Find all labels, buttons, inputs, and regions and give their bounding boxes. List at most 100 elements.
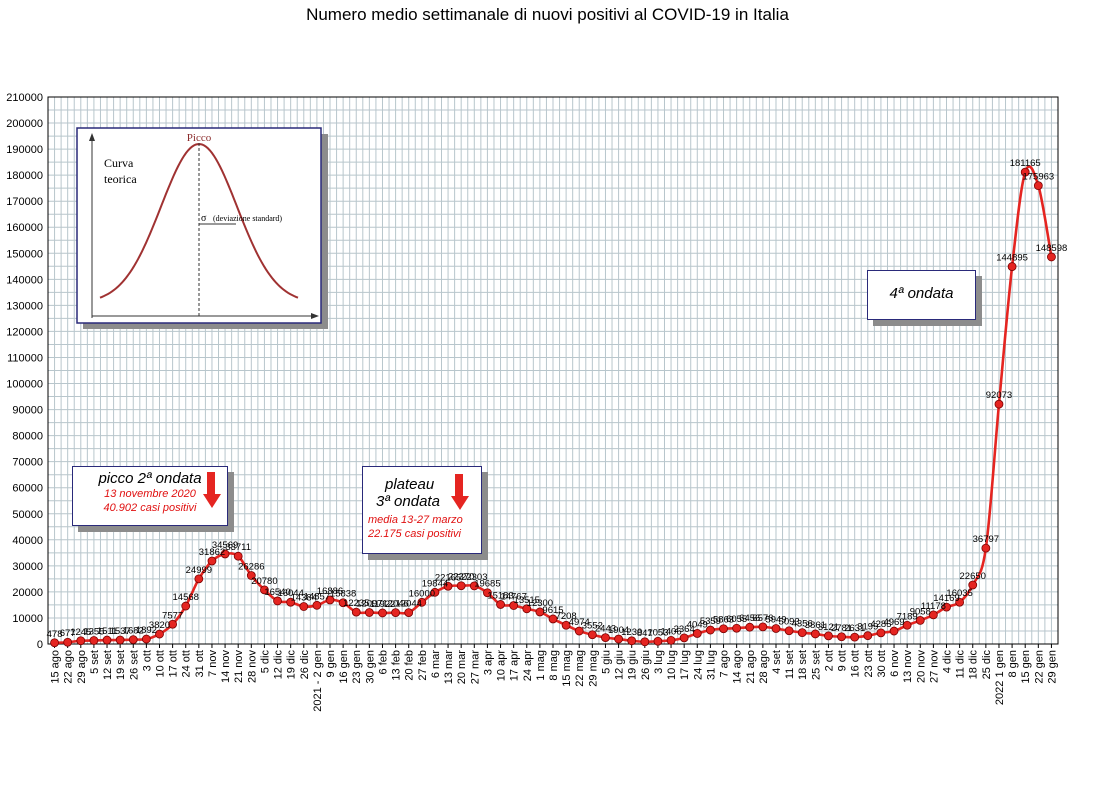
data-point [653,636,663,646]
data-point [640,637,650,647]
data-point [286,597,296,607]
data-label: 1406 [660,626,681,637]
inset-x-arrow [311,313,319,319]
data-point [76,636,86,646]
y-tick-label: 60000 [12,483,43,495]
data-point [443,581,453,591]
data-label: 11922 [370,599,396,610]
x-tick-label: 21 nov [233,650,245,684]
data-point [915,616,925,625]
data-label: 2443 [595,624,616,635]
y-tick-label: 100000 [6,379,43,391]
data-label: 19685 [474,579,500,590]
data-point [627,636,637,646]
annotation-plateau-3rd-wave: plateau 3ª ondata media 13-27 marzo 22.1… [362,466,482,554]
data-point [928,610,938,620]
data-point [325,595,335,605]
data-point [378,608,387,618]
x-tick-label: 12 dic [273,650,285,680]
data-label: 1892 [136,625,157,636]
x-tick-label: 26 giu [640,650,652,680]
x-tick-label: 13 nov [902,650,914,684]
x-tick-label: 14 ago [732,650,744,684]
x-tick-label: 8 mag [548,650,560,681]
data-label: 11178 [921,601,946,612]
x-tick-label: 19 dic [286,650,298,680]
x-tick-label: 19 set [115,650,127,680]
data-label: 14169 [933,593,959,604]
data-point [1047,252,1056,262]
x-tick-label: 10 apr [496,650,508,682]
y-tick-label: 140000 [6,274,43,286]
data-label: 175963 [1022,172,1054,183]
data-label: 148598 [1036,243,1068,254]
data-point [994,399,1004,409]
x-tick-label: 5 giu [600,650,612,674]
data-label: 1245 [70,627,91,638]
data-label: 92073 [986,390,1012,401]
y-tick-label: 20000 [12,587,43,599]
data-label: 22370 [448,572,474,583]
data-label: 4356 [792,619,813,630]
x-tick-label: 31 ott [194,650,206,678]
data-point [837,632,846,642]
data-point [233,551,243,561]
data-point [1007,262,1017,271]
data-label: 24999 [186,565,212,576]
data-point [194,574,204,584]
annotation-wave4-head: 4ª ondata [889,285,954,302]
data-point [364,608,374,617]
x-tick-label: 9 gen [325,650,337,678]
data-point [417,597,427,607]
data-label: 14384 [291,593,317,604]
x-tick-label: 3 apr [482,650,494,675]
x-tick-label: 17 lug [679,650,691,680]
inset-curve-label-2: teorica [104,172,137,186]
annotation-peak-2nd-wave: picco 2ª ondata 13 novembre 2020 40.902 … [72,466,228,526]
data-point [955,597,965,607]
y-tick-label: 90000 [12,405,43,417]
data-point [614,634,623,644]
y-tick-label: 200000 [6,118,43,130]
data-label: 14767 [500,592,526,603]
data-label: 1230 [621,627,642,638]
y-tick-label: 40000 [12,535,43,547]
x-tick-label: 26 set [128,650,140,680]
data-point [141,634,151,644]
inset-sigma-symbol: σ [201,213,207,224]
data-label: 144895 [996,253,1028,264]
chart-title: Numero medio settimanale di nuovi positi… [306,5,789,24]
inset-curve-label-1: Curva [104,156,134,170]
annotation-4th-wave: 4ª ondata [867,270,976,320]
data-label: 13515 [514,595,540,606]
x-tick-label: 18 set [797,650,809,680]
data-label: 16540 [264,587,290,598]
x-tick-label: 24 ott [181,650,193,678]
y-tick-label: 150000 [6,248,43,260]
data-point [312,600,322,610]
data-label: 7577 [162,610,183,621]
data-label: 4974 [569,617,590,628]
x-tick-label: 13 mar [443,650,455,685]
data-point [535,607,545,617]
data-label: 181165 [1010,158,1041,169]
data-label: 7189 [897,611,918,622]
y-tick-label: 130000 [6,300,43,312]
x-tick-label: 18 dic [968,650,980,680]
data-label: 36797 [973,534,999,545]
data-label: 16035 [946,588,972,599]
data-point [63,637,73,647]
y-tick-label: 50000 [12,509,43,521]
x-tick-label: 27 feb [417,650,429,681]
y-tick-label: 160000 [6,222,43,234]
x-tick-label: 8 gen [1007,650,1019,678]
data-point [561,620,571,630]
y-tick-label: 120000 [6,326,43,338]
x-tick-label: 27 nov [928,650,940,684]
data-label: 3552 [582,621,603,632]
data-point [797,628,807,638]
inset-y-arrow [89,133,95,141]
data-label: 19844 [422,578,448,589]
data-label: 3199 [857,622,878,633]
